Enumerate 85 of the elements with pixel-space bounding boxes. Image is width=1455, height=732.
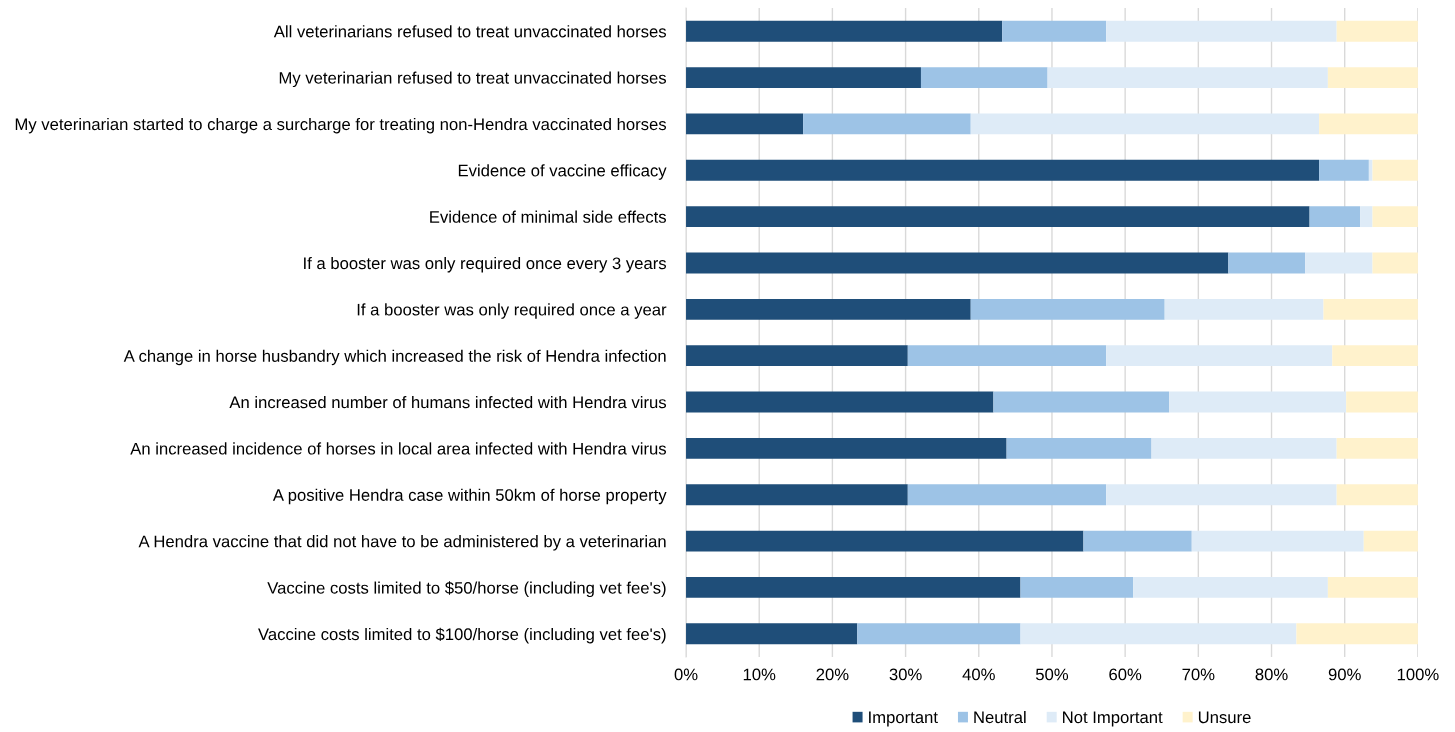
x-tick-label: 0% xyxy=(674,668,698,681)
legend-label: Not Important xyxy=(1063,711,1163,727)
bar xyxy=(686,484,908,506)
bar xyxy=(1083,530,1192,552)
bar xyxy=(686,159,1320,181)
y-tick-label: Vaccine costs limited to $100/horse (including vet fee's) xyxy=(258,627,666,644)
bar xyxy=(1133,577,1328,598)
x-tick-label: 90% xyxy=(1328,668,1361,681)
x-tick-label: 80% xyxy=(1255,668,1288,681)
bar xyxy=(686,530,1084,552)
x-tick-label: 60% xyxy=(1109,668,1142,681)
bar xyxy=(920,67,1048,89)
bar xyxy=(1332,345,1418,367)
bar xyxy=(1372,252,1418,274)
bar xyxy=(1327,67,1418,89)
bar xyxy=(1336,484,1418,506)
y-tick-label: My veterinarian started to charge a surcharge for treating non-Hendra vaccinated horses xyxy=(15,117,667,134)
bar xyxy=(993,391,1170,413)
bar xyxy=(686,437,1007,459)
bar xyxy=(1372,206,1418,228)
x-tick-label: 30% xyxy=(889,668,922,681)
bar xyxy=(970,113,1320,135)
y-tick-label: A change in horse husbandry which increased the risk of Hendra infection xyxy=(123,349,666,366)
y-tick-label: Vaccine costs limited to $50/horse (including vet fee's) xyxy=(267,581,666,598)
bar xyxy=(1360,206,1373,228)
y-tick-label: Evidence of minimal side effects xyxy=(430,210,666,223)
bar xyxy=(1002,20,1107,42)
legend-label: Neutral xyxy=(974,710,1026,724)
bar xyxy=(907,484,1107,506)
x-tick-label: 40% xyxy=(962,668,995,681)
bar xyxy=(1346,391,1418,413)
bar xyxy=(686,20,1003,42)
bar xyxy=(1191,530,1364,552)
bar xyxy=(1368,159,1373,181)
bar xyxy=(1020,577,1134,598)
y-tick-label: A positive Hendra case within 50km of horse property xyxy=(272,488,667,505)
bar xyxy=(686,206,1310,228)
bar xyxy=(1151,437,1337,459)
bar xyxy=(1327,577,1418,598)
bar xyxy=(686,252,1229,274)
y-tick-label: If a booster was only required once every 3 years xyxy=(304,256,667,273)
bar xyxy=(1106,484,1337,506)
bar xyxy=(1309,206,1361,228)
y-tick-label: Evidence of vaccine efficacy xyxy=(458,164,667,180)
bar xyxy=(1047,67,1328,89)
bar xyxy=(1169,391,1347,413)
bar xyxy=(1323,298,1418,320)
bar xyxy=(1319,113,1418,135)
bar xyxy=(1336,437,1418,459)
bar xyxy=(970,298,1165,320)
bar xyxy=(686,113,804,135)
legend-label: Unsure xyxy=(1198,711,1251,724)
bar xyxy=(1106,20,1337,42)
bar xyxy=(686,391,994,413)
x-tick-label: 20% xyxy=(816,668,849,681)
bar xyxy=(1006,437,1152,459)
y-tick-label: An increased incidence of horses in local area infected with Hendra virus xyxy=(130,442,667,455)
bar xyxy=(1164,298,1324,320)
y-tick-label: All veterinarians refused to treat unvaccinated horses xyxy=(273,25,667,38)
bar xyxy=(803,113,971,135)
bar xyxy=(1228,252,1306,274)
bar xyxy=(1336,20,1418,42)
x-tick-label: 50% xyxy=(1035,668,1069,681)
bar xyxy=(686,67,921,89)
bar xyxy=(686,577,1021,598)
x-tick-label: 10% xyxy=(743,668,776,681)
bar xyxy=(686,298,971,320)
bar xyxy=(1106,345,1333,367)
bar xyxy=(1363,530,1418,552)
bar xyxy=(686,345,908,367)
y-tick-label: If a booster was only required once a year xyxy=(357,303,667,319)
bar xyxy=(857,623,1021,645)
bar xyxy=(686,623,858,645)
y-tick-label: A Hendra vaccine that did not have to be administered by a veterinarian xyxy=(138,535,666,551)
bar xyxy=(1305,252,1373,274)
bar xyxy=(1372,159,1418,181)
x-tick-label: 100% xyxy=(1397,668,1439,681)
x-tick-label: 70% xyxy=(1182,668,1215,681)
bar xyxy=(1020,623,1297,645)
y-tick-label: An increased number of humans infected with Hendra virus xyxy=(229,396,667,409)
bar xyxy=(1319,159,1369,181)
bar xyxy=(1296,623,1418,645)
legend-label: Important xyxy=(869,711,938,727)
bar xyxy=(907,345,1107,367)
y-tick-label: My veterinarian refused to treat unvaccinated horses xyxy=(279,71,667,88)
